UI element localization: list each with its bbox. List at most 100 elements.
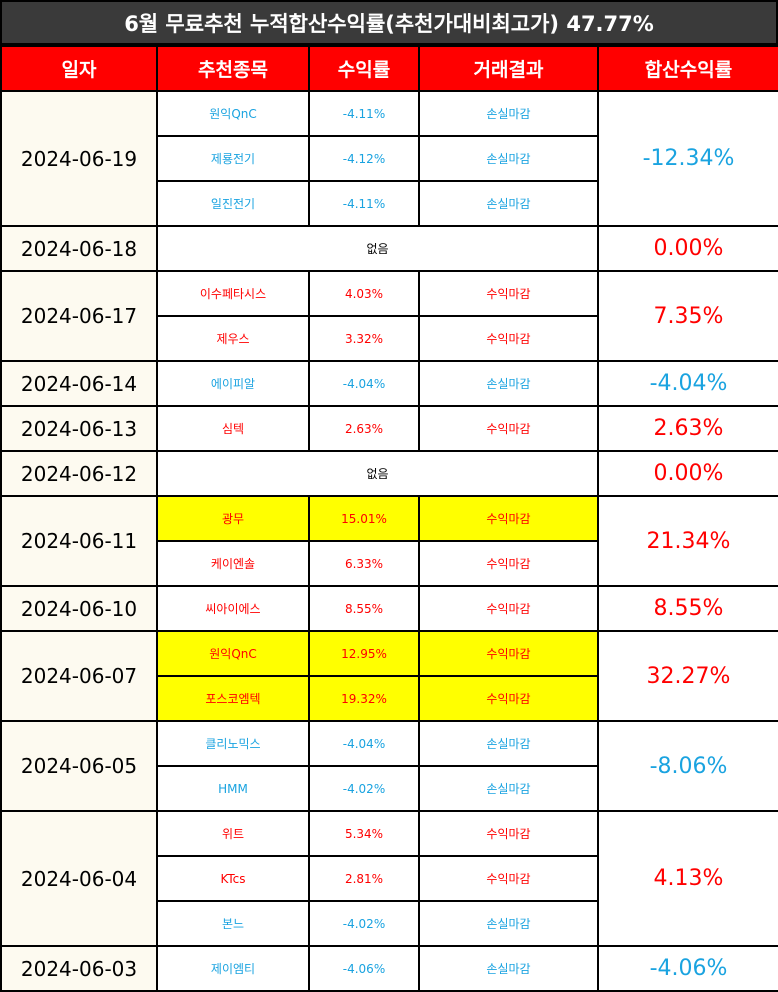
trade-result-cell: 손실마감	[418, 900, 599, 947]
table-row: KTcs 2.81% 수익마감	[1, 855, 778, 902]
date-cell: 2024-06-04	[0, 810, 158, 947]
table-row: 제룡전기 -4.12% 손실마감	[1, 135, 778, 182]
trade-result-cell: 수익마감	[418, 630, 599, 677]
stock-name-cell: 위트	[156, 810, 310, 857]
stock-name-cell: 본느	[156, 900, 310, 947]
trade-result-cell: 손실마감	[418, 180, 599, 227]
stock-name-cell: 포스코엠텍	[156, 675, 310, 722]
total-return-cell: 0.00%	[597, 225, 778, 272]
page-title: 6월 무료추천 누적합산수익률(추천가대비최고가) 47.77%	[0, 0, 778, 45]
date-cell: 2024-06-10	[0, 585, 158, 632]
return-cell: -4.06%	[308, 945, 420, 992]
return-cell: -4.12%	[308, 135, 420, 182]
no-recommendation-cell: 없음	[156, 225, 599, 272]
stock-name-cell: 제이엠티	[156, 945, 310, 992]
trade-result-cell: 수익마감	[418, 540, 599, 587]
stock-name-cell: 씨아이에스	[156, 585, 310, 632]
return-cell: -4.02%	[308, 765, 420, 812]
table-row: 제우스 3.32% 수익마감	[1, 315, 778, 362]
date-cell: 2024-06-05	[0, 720, 158, 812]
table-row: 2024-06-19 원익QnC -4.11% 손실마감 -12.34%	[0, 90, 778, 227]
date-cell: 2024-06-14	[0, 360, 158, 407]
stock-name-cell: 이수페타시스	[156, 270, 310, 317]
date-cell: 2024-06-18	[0, 225, 158, 272]
total-return-cell: -4.04%	[597, 360, 778, 407]
return-cell: 2.63%	[308, 405, 420, 452]
stock-name-cell: 제우스	[156, 315, 310, 362]
date-cell: 2024-06-12	[0, 450, 158, 497]
trade-result-cell: 수익마감	[418, 675, 599, 722]
return-cell: 2.81%	[308, 855, 420, 902]
stock-name-cell: 에이피알	[156, 360, 310, 407]
stock-name-cell: 심텍	[156, 405, 310, 452]
return-cell: -4.11%	[308, 90, 420, 137]
date-cell: 2024-06-11	[0, 495, 158, 587]
total-return-cell: 0.00%	[597, 450, 778, 497]
total-return-cell: 8.55%	[597, 585, 778, 632]
table-row: 2024-06-18 없음 0.00%	[0, 225, 778, 272]
table-row: 2024-06-12 없음 0.00%	[0, 450, 778, 497]
stock-name-cell: 제룡전기	[156, 135, 310, 182]
returns-table: 일자 추천종목 수익률 거래결과 합산수익률 2024-06-19 원익QnC -4…	[0, 45, 778, 992]
date-cell: 2024-06-07	[0, 630, 158, 722]
header-stock: 추천종목	[156, 45, 310, 92]
table-row: 일진전기 -4.11% 손실마감	[1, 180, 778, 227]
table-row: HMM -4.02% 손실마감	[1, 765, 778, 812]
date-cell: 2024-06-19	[0, 90, 158, 227]
stock-name-cell: 클리노믹스	[156, 720, 310, 767]
total-return-cell: -4.06%	[597, 945, 778, 992]
trade-result-cell: 수익마감	[418, 810, 599, 857]
total-return-cell: 21.34%	[597, 495, 778, 587]
return-cell: -4.11%	[308, 180, 420, 227]
date-cell: 2024-06-13	[0, 405, 158, 452]
trade-result-cell: 수익마감	[418, 585, 599, 632]
trade-result-cell: 손실마감	[418, 945, 599, 992]
table-row: 2024-06-04 위트 5.34% 수익마감 4.13%	[0, 810, 778, 947]
total-return-cell: -8.06%	[597, 720, 778, 812]
trade-result-cell: 수익마감	[418, 495, 599, 542]
header-total-return: 합산수익률	[597, 45, 778, 92]
stock-name-cell: 광무	[156, 495, 310, 542]
table-body: 2024-06-19 원익QnC -4.11% 손실마감 -12.34% 제룡전기 -4.1…	[0, 90, 778, 992]
return-cell: -4.04%	[308, 720, 420, 767]
trade-result-cell: 수익마감	[418, 315, 599, 362]
table-row: 2024-06-07 원익QnC 12.95% 수익마감 32.27%	[0, 630, 778, 722]
table-row: 2024-06-11 광무 15.01% 수익마감 21.34%	[0, 495, 778, 587]
table-row: 케이엔솔 6.33% 수익마감	[1, 540, 778, 587]
trade-result-cell: 손실마감	[418, 765, 599, 812]
table-row: 2024-06-13 심텍 2.63% 수익마감 2.63%	[0, 405, 778, 452]
table-row: 2024-06-05 클리노믹스 -4.04% 손실마감 -8.06%	[0, 720, 778, 812]
table-row: 2024-06-10 씨아이에스 8.55% 수익마감 8.55%	[0, 585, 778, 632]
table-row: 2024-06-17 이수페타시스 4.03% 수익마감 7.35%	[0, 270, 778, 362]
trade-result-cell: 손실마감	[418, 360, 599, 407]
header-date: 일자	[0, 45, 158, 92]
trade-result-cell: 손실마감	[418, 135, 599, 182]
stock-name-cell: KTcs	[156, 855, 310, 902]
return-cell: -4.02%	[308, 900, 420, 947]
trade-result-cell: 손실마감	[418, 720, 599, 767]
return-cell: 19.32%	[308, 675, 420, 722]
header-result: 거래결과	[418, 45, 599, 92]
trade-result-cell: 수익마감	[418, 855, 599, 902]
total-return-cell: 7.35%	[597, 270, 778, 362]
return-cell: 3.32%	[308, 315, 420, 362]
no-recommendation-cell: 없음	[156, 450, 599, 497]
date-cell: 2024-06-17	[0, 270, 158, 362]
trade-result-cell: 수익마감	[418, 405, 599, 452]
return-cell: 5.34%	[308, 810, 420, 857]
table-row: 포스코엠텍 19.32% 수익마감	[1, 675, 778, 722]
table-row: 2024-06-14 에이피알 -4.04% 손실마감 -4.04%	[0, 360, 778, 407]
return-cell: 4.03%	[308, 270, 420, 317]
total-return-cell: -12.34%	[597, 90, 778, 227]
total-return-cell: 4.13%	[597, 810, 778, 947]
date-cell: 2024-06-03	[0, 945, 158, 992]
stock-name-cell: 일진전기	[156, 180, 310, 227]
trade-result-cell: 손실마감	[418, 90, 599, 137]
trade-result-cell: 수익마감	[418, 270, 599, 317]
return-cell: -4.04%	[308, 360, 420, 407]
stock-name-cell: 원익QnC	[156, 90, 310, 137]
return-cell: 8.55%	[308, 585, 420, 632]
table-header-row: 일자 추천종목 수익률 거래결과 합산수익률	[0, 45, 778, 92]
table-row: 2024-06-03 제이엠티 -4.06% 손실마감 -4.06%	[0, 945, 778, 992]
stock-name-cell: HMM	[156, 765, 310, 812]
